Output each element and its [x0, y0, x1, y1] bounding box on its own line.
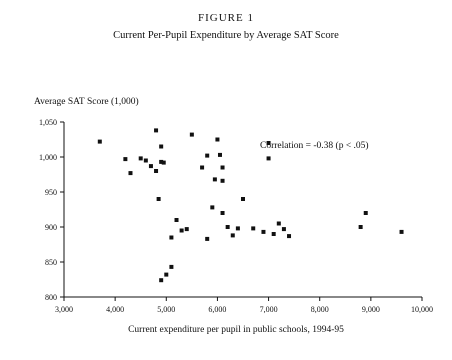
data-point — [159, 278, 164, 283]
y-tick-label: 850 — [45, 258, 57, 267]
data-point — [123, 157, 128, 162]
data-point — [271, 232, 276, 236]
data-point — [266, 156, 271, 161]
y-tick-label: 950 — [45, 188, 57, 197]
data-point — [205, 153, 210, 158]
data-point — [261, 229, 266, 234]
data-point — [210, 205, 215, 210]
data-point — [220, 165, 225, 170]
data-point — [159, 144, 164, 149]
x-tick-label: 9,000 — [362, 305, 380, 314]
data-point — [251, 226, 256, 231]
data-point — [174, 218, 179, 222]
axes — [63, 122, 422, 298]
data-point — [189, 132, 194, 137]
x-tick-label: 10,000 — [411, 305, 433, 314]
chart-title: Current Per-Pupil Expenditure by Average… — [113, 30, 339, 41]
data-point — [363, 211, 368, 215]
data-point — [143, 158, 148, 163]
data-point — [128, 171, 133, 176]
data-point — [169, 264, 174, 269]
y-tick-label: 1,000 — [39, 153, 57, 162]
data-point — [179, 228, 184, 233]
data-point — [217, 152, 222, 157]
data-point — [281, 227, 286, 232]
data-point — [399, 229, 404, 234]
x-tick-label: 4,000 — [106, 305, 124, 314]
data-point — [156, 197, 161, 201]
y-tick-label: 800 — [45, 293, 57, 302]
data-point — [200, 165, 205, 170]
data-point — [266, 141, 271, 145]
data-point — [159, 159, 164, 164]
x-axis-label: Current expenditure per pupil in public … — [128, 325, 344, 335]
data-points — [97, 128, 404, 283]
data-point — [241, 197, 245, 201]
x-tick-label: 7,000 — [260, 305, 278, 314]
data-point — [225, 225, 230, 229]
x-tick-label: 5,000 — [157, 305, 175, 314]
data-point — [287, 234, 292, 239]
data-point — [164, 272, 169, 277]
data-point — [97, 139, 102, 144]
data-point — [148, 164, 153, 169]
data-point — [235, 226, 240, 231]
x-ticks: 3,000 4,000 5,000 6,000 7,000 8,000 9,000 10,00… — [55, 297, 433, 314]
data-point — [169, 235, 174, 240]
data-point — [212, 177, 217, 182]
x-tick-label: 6,000 — [208, 305, 226, 314]
y-tick-label: 900 — [45, 223, 57, 232]
data-point — [138, 156, 143, 161]
y-axis-label: Average SAT Score (1,000) — [34, 96, 139, 107]
data-point — [154, 169, 159, 173]
x-tick-label: 8,000 — [311, 305, 329, 314]
data-point — [154, 128, 159, 133]
data-point — [220, 211, 225, 215]
data-point — [230, 233, 235, 238]
data-point — [276, 221, 281, 226]
figure-label: FIGURE 1 — [198, 12, 254, 24]
data-point — [220, 178, 225, 183]
data-point — [205, 236, 210, 241]
x-tick-label: 3,000 — [55, 305, 73, 314]
data-point — [184, 227, 189, 232]
data-point — [215, 137, 220, 142]
correlation-annotation: Correlation = -0.38 (p < .05) — [260, 140, 369, 151]
data-point — [161, 160, 166, 165]
data-point — [358, 225, 363, 229]
y-ticks: 800 850 900 950 1,000 1,050 — [39, 118, 64, 302]
y-tick-label: 1,050 — [39, 118, 57, 127]
